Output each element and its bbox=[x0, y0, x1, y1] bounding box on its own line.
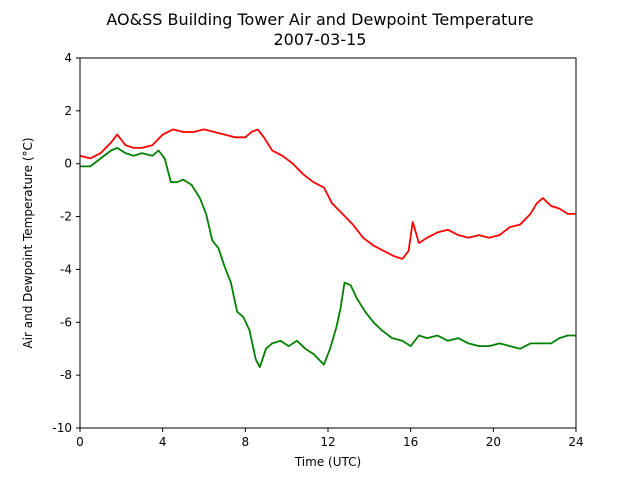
plot-frame bbox=[79, 57, 577, 429]
y-tick-label: 0 bbox=[64, 157, 72, 171]
dewpoint-temperature-line bbox=[80, 146, 576, 369]
chart-subtitle: 2007-03-15 bbox=[274, 30, 367, 49]
x-axis-label: Time (UTC) bbox=[294, 455, 361, 469]
x-tick-label: 24 bbox=[568, 435, 583, 449]
x-tick-label: 12 bbox=[320, 435, 335, 449]
y-tick-label: 2 bbox=[64, 104, 72, 118]
x-tick-label: 8 bbox=[242, 435, 250, 449]
y-axis-label: Air and Dewpoint Temperature (°C) bbox=[21, 137, 35, 348]
x-tick-label: 0 bbox=[76, 435, 84, 449]
x-tick-label: 4 bbox=[159, 435, 167, 449]
y-tick-label: 4 bbox=[64, 51, 72, 65]
series-layer bbox=[79, 128, 576, 369]
chart-title: AO&SS Building Tower Air and Dewpoint Te… bbox=[106, 10, 533, 29]
y-tick-label: -4 bbox=[60, 262, 72, 276]
y-axis: -10 -8 -6 -4 -2 0 2 4 bbox=[52, 51, 80, 435]
y-tick-label: -8 bbox=[60, 368, 72, 382]
air-temperature-line bbox=[79, 128, 576, 260]
x-tick-label: 20 bbox=[486, 435, 501, 449]
y-tick-label: -10 bbox=[52, 421, 72, 435]
y-tick-label: -6 bbox=[60, 315, 72, 329]
x-tick-label: 16 bbox=[403, 435, 418, 449]
x-axis: 0 4 8 12 16 20 24 bbox=[76, 428, 584, 449]
y-tick-label: -2 bbox=[60, 210, 72, 224]
